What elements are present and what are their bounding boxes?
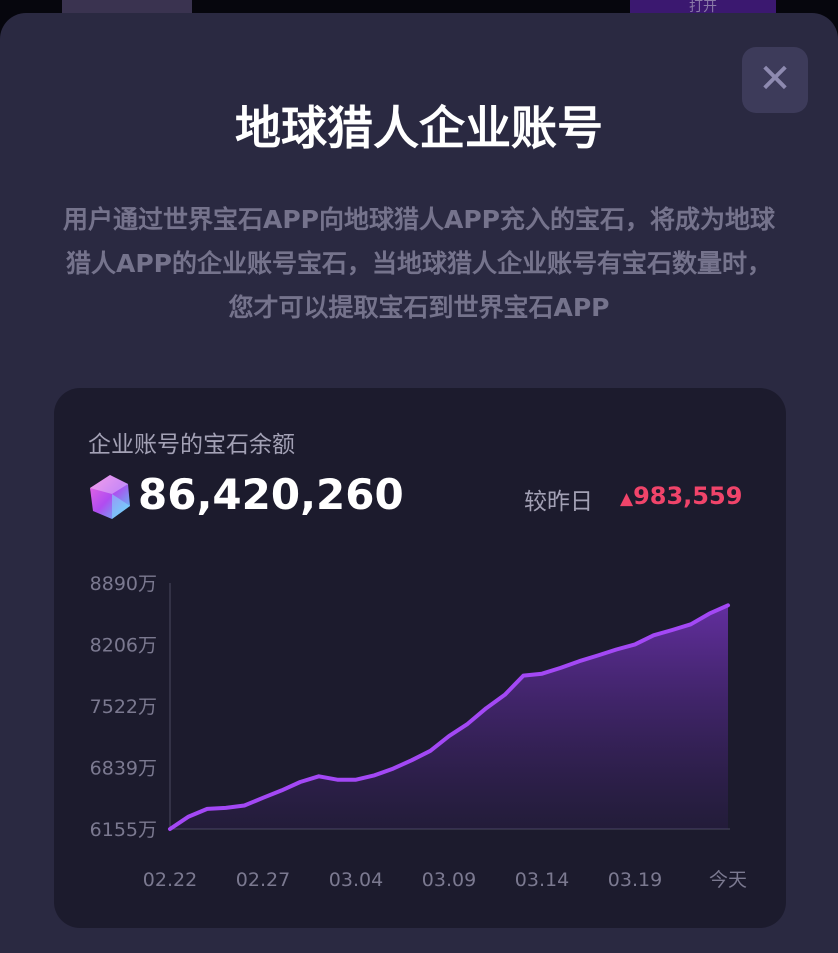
balance-value: 86,420,260 <box>138 470 404 519</box>
background-thumbnail <box>62 0 192 14</box>
delta-value: ▲983,559 <box>620 482 742 510</box>
y-tick-label: 6839万 <box>90 758 157 780</box>
y-tick-label: 8890万 <box>90 573 157 595</box>
y-tick-label: 8206万 <box>90 635 157 657</box>
y-tick-label: 6155万 <box>90 819 157 841</box>
balance-label: 企业账号的宝石余额 <box>88 432 295 458</box>
series-line <box>168 603 730 831</box>
modal-description: 用户通过世界宝石APP向地球猎人APP充入的宝石，将成为地球猎人APP的企业账号… <box>63 205 775 322</box>
balance-chart: 8890万 8206万 7522万 6839万 6155万 02.22 02.27 03.04… <box>90 573 747 891</box>
x-tick-label: 今天 <box>709 869 747 891</box>
delta-number: 983,559 <box>633 482 743 510</box>
x-tick-label: 03.19 <box>608 869 662 891</box>
x-tick-label: 03.09 <box>422 869 476 891</box>
gem-icon <box>90 475 130 519</box>
up-triangle-icon: ▲ <box>620 489 634 509</box>
compare-label: 较昨日 <box>524 489 593 515</box>
area-fill <box>170 605 728 829</box>
x-tick-label: 02.22 <box>143 869 197 891</box>
x-tick-label: 02.27 <box>236 869 290 891</box>
x-tick-label: 03.04 <box>329 869 383 891</box>
close-button[interactable]: ✕ <box>742 47 808 113</box>
y-tick-label: 7522万 <box>90 696 157 718</box>
close-icon: ✕ <box>758 56 792 102</box>
modal-title: 地球猎人企业账号 <box>235 101 603 155</box>
background-open-button: 打开 <box>630 0 776 14</box>
x-tick-label: 03.14 <box>515 869 569 891</box>
